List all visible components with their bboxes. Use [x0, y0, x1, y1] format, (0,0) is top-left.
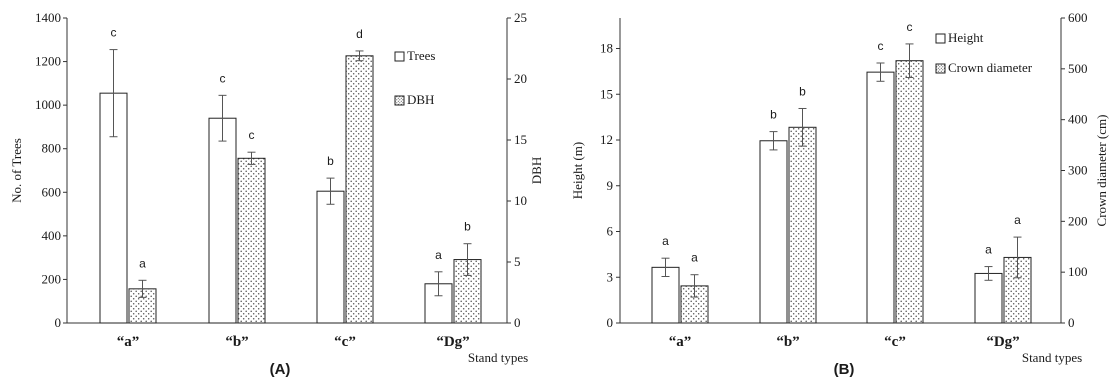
y-right-tick-label: 25: [514, 10, 527, 25]
legend-label: Trees: [407, 48, 435, 63]
y-right-tick-label: 5: [514, 254, 521, 269]
y-right-tick-label: 300: [1068, 163, 1088, 178]
significance-letter: d: [356, 27, 363, 41]
significance-letter: c: [878, 39, 884, 53]
significance-letter: a: [139, 256, 146, 270]
x-category-label: “a”: [117, 334, 140, 350]
y-right-tick-label: 10: [514, 193, 527, 208]
y-left-tick-label: 6: [607, 224, 614, 239]
x-category-label: “a”: [669, 334, 692, 350]
y-right-tick-label: 100: [1068, 264, 1088, 279]
x-category-label: “c”: [334, 334, 356, 350]
significance-letter: a: [662, 234, 669, 248]
significance-letter: b: [770, 108, 777, 122]
y-left-tick-label: 0: [607, 315, 614, 330]
y-right-tick-label: 400: [1068, 112, 1088, 127]
y-left-tick-label: 1400: [35, 10, 61, 25]
significance-letter: b: [327, 154, 334, 168]
y-left-axis-title: Height (m): [570, 142, 585, 199]
significance-letter: a: [435, 248, 442, 262]
chart-panel-b: 0 3 6 9 12 15 18 0 100 200 300 400 500 600 Height (m) C…: [570, 10, 1109, 378]
bar: [237, 157, 266, 324]
bar: [895, 60, 924, 324]
y-right-tick-label: 20: [514, 71, 527, 86]
y-left-tick-label: 1200: [35, 54, 61, 69]
y-left-tick-label: 12: [600, 132, 613, 147]
y-left-tick-label: 0: [55, 315, 62, 330]
y-right-tick-label: 500: [1068, 61, 1088, 76]
y-left-tick-label: 3: [607, 269, 614, 284]
y-right-tick-label: 0: [514, 315, 521, 330]
y-left-tick-label: 1000: [35, 97, 61, 112]
y-right-axis-title: Crown diameter (cm): [1094, 115, 1109, 227]
y-left-tick-label: 600: [42, 184, 62, 199]
legend-label: DBH: [407, 92, 434, 107]
legend-swatch: [394, 51, 405, 62]
bar: [208, 117, 237, 324]
y-right-tick-label: 0: [1068, 315, 1075, 330]
chart-panel-a: 0 200 400 600 800 1000 1200 1400 0 5 10 15 20 25 No. o…: [9, 10, 544, 378]
y-left-tick-label: 9: [607, 178, 614, 193]
y-left-tick-label: 18: [600, 41, 613, 56]
panel-label: (B): [834, 361, 855, 378]
significance-letter: b: [799, 84, 806, 98]
y-right-tick-label: 600: [1068, 10, 1088, 25]
significance-letter: a: [1014, 213, 1021, 227]
significance-letter: c: [907, 20, 913, 34]
y-right-tick-label: 15: [514, 132, 527, 147]
legend-swatch: [394, 95, 405, 106]
legend-swatch: [935, 33, 946, 44]
y-right-tick-label: 200: [1068, 213, 1088, 228]
legend-swatch: [935, 63, 946, 74]
legend-label: Height: [948, 30, 984, 45]
bar: [759, 140, 788, 324]
significance-letter: c: [111, 26, 117, 40]
x-axis-title: Stand types: [1022, 350, 1082, 365]
x-category-label: “Dg”: [986, 334, 1019, 350]
x-category-label: “Dg”: [436, 334, 469, 350]
significance-letter: b: [464, 220, 471, 234]
y-left-tick-label: 400: [42, 228, 62, 243]
y-right-axis-title: DBH: [529, 157, 544, 184]
significance-letter: c: [220, 71, 226, 85]
x-category-label: “b”: [776, 334, 799, 350]
x-category-label: “b”: [225, 334, 248, 350]
significance-letter: c: [249, 128, 255, 142]
significance-letter: a: [691, 251, 698, 265]
bar: [788, 126, 817, 324]
y-left-tick-label: 200: [42, 271, 62, 286]
x-axis-title: Stand types: [468, 350, 528, 365]
bar: [866, 71, 895, 324]
bar: [345, 55, 374, 324]
x-category-label: “c”: [884, 334, 906, 350]
y-left-axis-title: No. of Trees: [9, 138, 24, 203]
panel-label: (A): [270, 361, 291, 378]
y-left-tick-label: 800: [42, 141, 62, 156]
bar: [974, 272, 1003, 324]
bar: [316, 190, 345, 324]
y-left-tick-label: 15: [600, 86, 613, 101]
significance-letter: a: [985, 243, 992, 257]
legend-label: Crown diameter: [948, 60, 1033, 75]
